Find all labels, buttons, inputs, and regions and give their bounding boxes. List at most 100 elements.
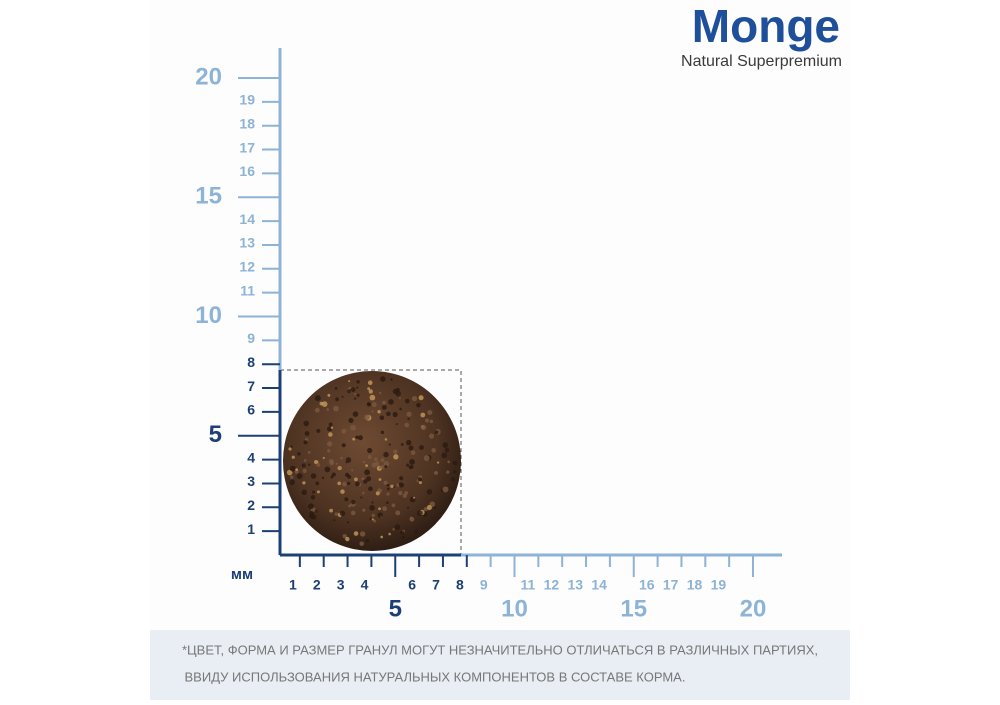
speck	[316, 490, 320, 494]
x-tick-label: 5	[389, 595, 402, 622]
speck	[316, 462, 321, 467]
speck	[301, 489, 307, 495]
speck	[347, 389, 352, 394]
y-tick-label: 17	[239, 139, 255, 155]
speck	[395, 423, 398, 426]
speck	[335, 397, 339, 402]
speck	[341, 443, 346, 448]
speck	[388, 532, 391, 536]
speck	[344, 497, 349, 502]
speck	[429, 419, 434, 424]
speck	[322, 456, 325, 460]
speck	[408, 445, 414, 451]
speck	[334, 387, 338, 390]
speck	[408, 465, 412, 469]
speck	[427, 409, 433, 416]
speck	[353, 393, 357, 396]
speck	[329, 508, 333, 513]
speck	[352, 437, 356, 441]
speck	[425, 418, 430, 423]
speck	[327, 441, 333, 447]
background	[150, 0, 850, 630]
speck	[436, 461, 440, 464]
speck	[381, 405, 387, 410]
x-tick-label: 9	[480, 577, 488, 593]
speck	[345, 536, 350, 542]
speck	[409, 516, 413, 520]
y-tick-label: 7	[247, 378, 255, 394]
x-tick-label: 6	[408, 577, 416, 593]
speck	[348, 504, 352, 508]
y-tick-label: 18	[239, 115, 255, 131]
speck	[382, 506, 388, 512]
speck	[354, 477, 358, 482]
speck	[386, 501, 389, 505]
y-tick-label: 20	[195, 63, 222, 90]
speck	[367, 380, 373, 386]
speck	[356, 386, 359, 389]
speck	[337, 481, 341, 486]
speck	[398, 397, 401, 400]
x-tick-label: 19	[711, 577, 727, 593]
speck	[310, 473, 317, 479]
speck	[353, 531, 359, 536]
speck	[369, 505, 375, 511]
y-tick-label: 6	[247, 402, 255, 418]
speck	[321, 401, 328, 407]
footnote-line: ВВИДУ ИСПОЛЬЗОВАНИЯ НАТУРАЛЬНЫХ КОМПОНЕН…	[185, 669, 686, 684]
speck	[375, 461, 380, 466]
y-tick-label: 16	[239, 163, 255, 179]
speck	[327, 393, 331, 397]
speck	[428, 433, 435, 439]
y-tick-label: 3	[247, 473, 255, 489]
speck	[354, 397, 357, 400]
speck	[303, 420, 310, 427]
speck	[307, 450, 311, 454]
speck	[404, 491, 409, 495]
speck	[409, 458, 415, 465]
kibble-texture	[286, 376, 458, 547]
speck	[321, 476, 325, 479]
speck	[416, 402, 421, 408]
speck	[289, 465, 296, 472]
speck	[311, 514, 317, 520]
speck	[340, 456, 343, 460]
speck	[386, 411, 391, 417]
speck	[301, 463, 306, 468]
x-tick-label: 13	[567, 577, 583, 593]
y-tick-label: 11	[240, 282, 255, 298]
speck	[378, 391, 382, 395]
speck	[426, 505, 432, 511]
speck	[388, 443, 391, 446]
speck	[411, 395, 418, 402]
y-tick-label: 19	[239, 92, 255, 108]
speck	[392, 411, 398, 418]
speck	[289, 479, 295, 486]
speck	[365, 539, 370, 543]
speck	[400, 530, 405, 535]
speck	[423, 455, 430, 461]
speck	[339, 510, 346, 517]
speck	[373, 519, 377, 523]
x-tick-label: 16	[639, 577, 655, 593]
speck	[375, 491, 380, 496]
speck	[288, 447, 292, 451]
speck	[371, 513, 375, 517]
speck	[406, 463, 410, 467]
speck	[345, 461, 348, 464]
y-tick-label: 14	[239, 211, 255, 227]
speck	[314, 407, 320, 413]
speck	[361, 477, 365, 481]
speck	[380, 430, 385, 435]
speck	[304, 431, 310, 436]
speck	[380, 376, 386, 382]
x-tick-label: 8	[456, 577, 464, 593]
speck	[315, 481, 320, 486]
speck	[442, 442, 449, 448]
speck	[368, 486, 373, 492]
speck	[309, 511, 314, 516]
x-tick-label: 7	[432, 577, 440, 593]
speck	[382, 400, 386, 405]
speck	[367, 455, 372, 459]
